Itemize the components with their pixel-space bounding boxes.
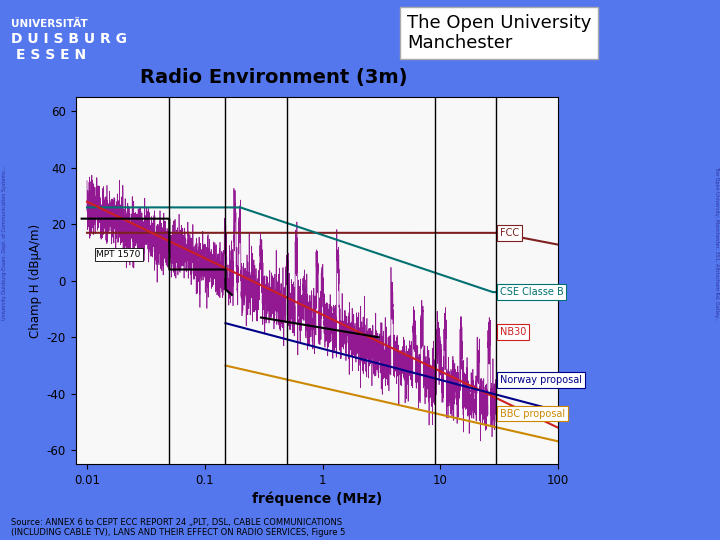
Text: The Open University, Manchester, 351, Altrincham Rd, Gatley...: The Open University, Manchester, 351, Al… xyxy=(714,166,719,320)
Y-axis label: Champ H (dBµA/m): Champ H (dBµA/m) xyxy=(30,224,42,338)
Text: MPT 1570: MPT 1570 xyxy=(96,250,140,259)
Text: Norway proposal: Norway proposal xyxy=(500,375,582,384)
Text: D U I S B U R G: D U I S B U R G xyxy=(11,32,127,46)
Text: FCC: FCC xyxy=(500,228,519,238)
Text: NB30: NB30 xyxy=(500,327,526,336)
Text: CSE Classe B: CSE Classe B xyxy=(500,287,564,297)
Text: Radio Environment (3m): Radio Environment (3m) xyxy=(140,68,408,86)
Text: The Open University
Manchester: The Open University Manchester xyxy=(407,14,591,52)
Text: University Duisburg-Essen, Dept. of Communication Systems...: University Duisburg-Essen, Dept. of Comm… xyxy=(2,166,7,320)
Text: E S S E N: E S S E N xyxy=(16,48,86,62)
Text: UNIVERSITÄT: UNIVERSITÄT xyxy=(11,19,88,29)
X-axis label: fréquence (MHz): fréquence (MHz) xyxy=(252,491,382,506)
Text: BBC proposal: BBC proposal xyxy=(500,409,565,419)
Text: Source: ANNEX 6 to CEPT ECC REPORT 24 „PLT, DSL, CABLE COMMUNICATIONS
(INCLUDING: Source: ANNEX 6 to CEPT ECC REPORT 24 „P… xyxy=(11,518,345,537)
